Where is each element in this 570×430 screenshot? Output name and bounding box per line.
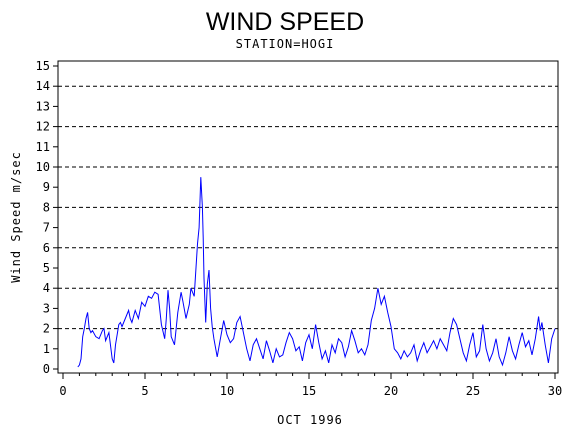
y-tick-label: 10 [36, 160, 50, 174]
x-tick-label: 5 [141, 384, 148, 398]
chart-subtitle: STATION=HOGI [236, 37, 335, 51]
y-tick-label: 4 [43, 281, 50, 295]
y-tick-label: 1 [43, 342, 50, 356]
series-line [77, 177, 556, 368]
y-tick-label: 9 [43, 180, 50, 194]
y-axis-label: Wind Speed m/sec [9, 151, 23, 283]
x-tick-label: 30 [548, 384, 562, 398]
x-tick-label: 0 [59, 384, 66, 398]
y-tick-label: 11 [36, 140, 50, 154]
y-tick-label: 12 [36, 120, 50, 134]
y-tick-label: 6 [43, 241, 50, 255]
plot-frame [57, 60, 559, 374]
x-axis-label: OCT 1996 [277, 413, 343, 427]
x-axis: 0 5 10 15 20 25 30 [59, 373, 562, 398]
x-tick-label: 20 [384, 384, 398, 398]
y-tick-label: 2 [43, 322, 50, 336]
y-tick-label: 5 [43, 261, 50, 275]
chart-title: WIND SPEED [206, 8, 364, 36]
y-tick-label: 7 [43, 221, 50, 235]
y-tick-label: 3 [43, 301, 50, 315]
y-tick-label: 13 [36, 99, 50, 113]
x-tick-label: 10 [220, 384, 234, 398]
y-tick-label: 8 [43, 200, 50, 214]
y-tick-label: 15 [36, 59, 50, 73]
gridlines [58, 85, 558, 330]
x-tick-label: 15 [302, 384, 316, 398]
y-tick-label: 0 [43, 362, 50, 376]
y-tick-label: 14 [36, 79, 50, 93]
x-tick-label: 25 [466, 384, 480, 398]
